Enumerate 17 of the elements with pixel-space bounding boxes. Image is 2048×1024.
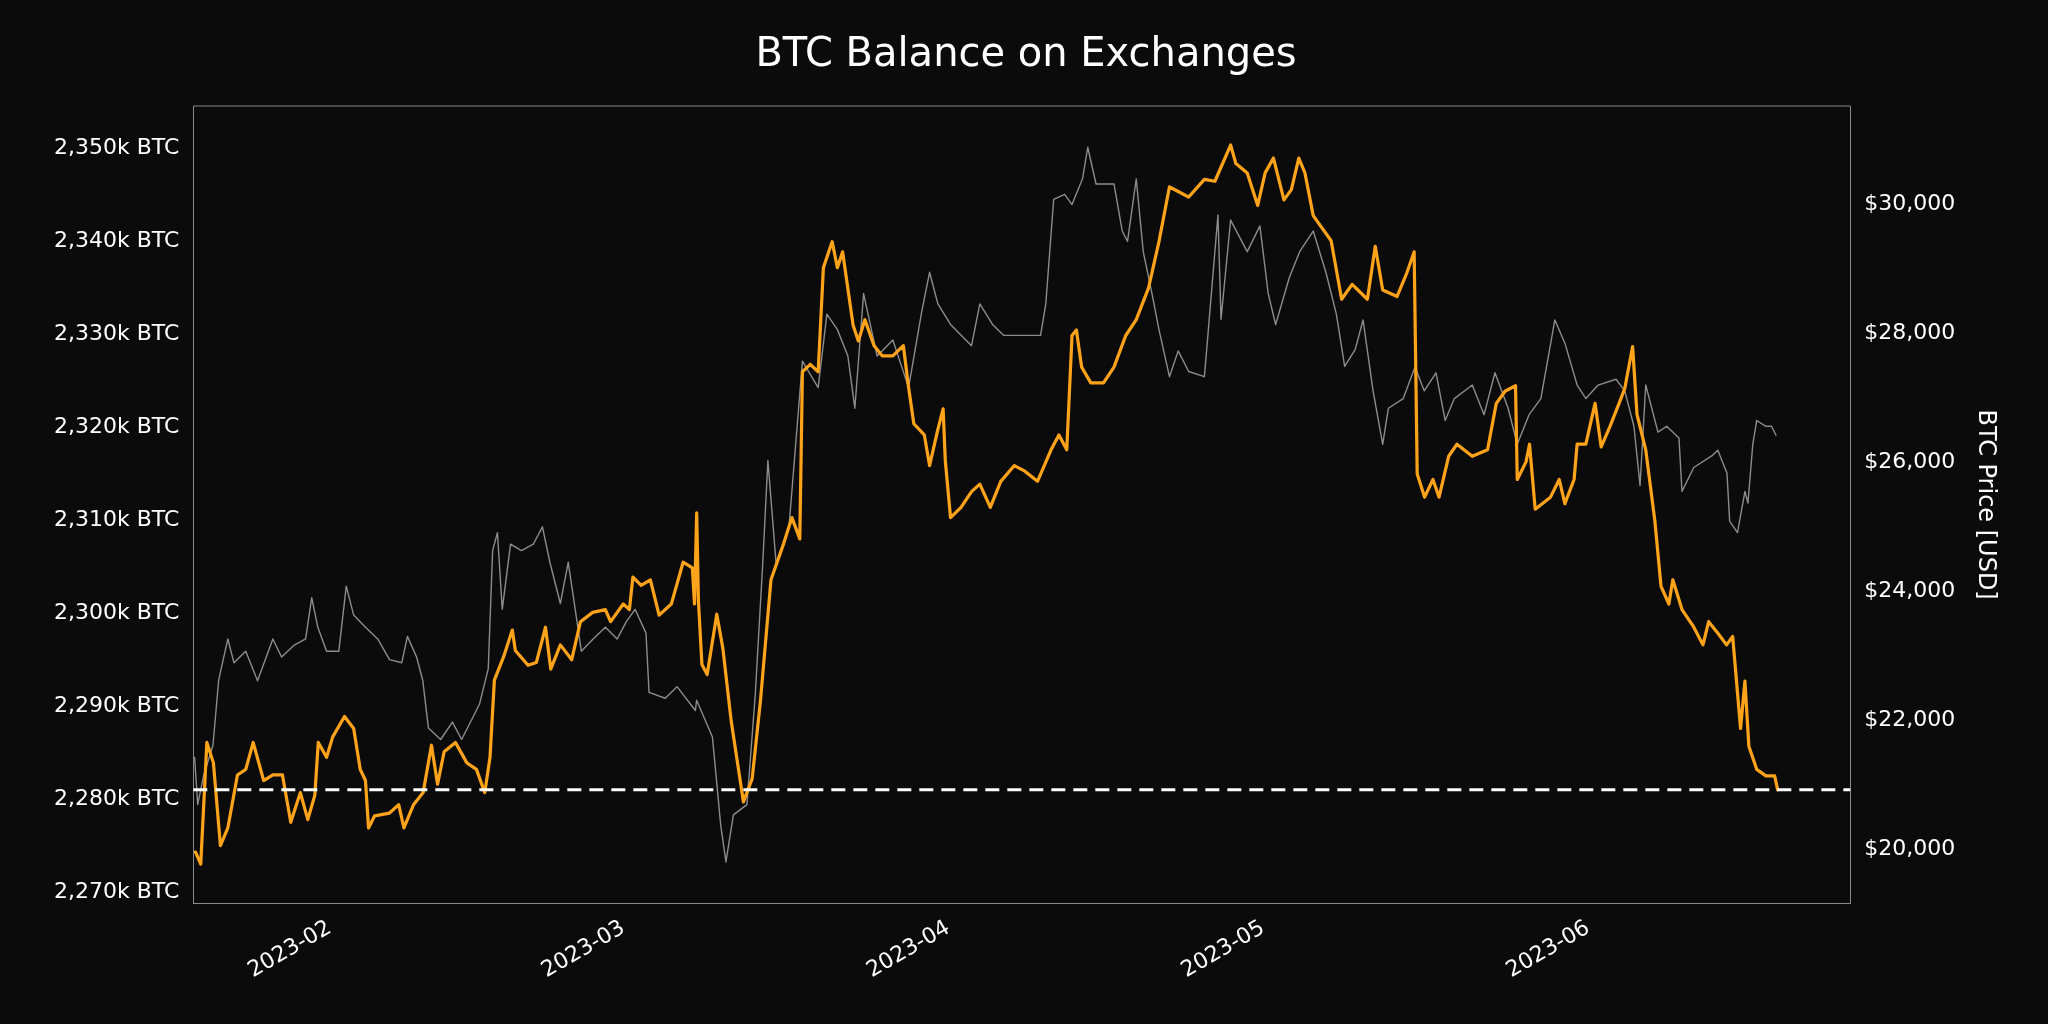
y2-tick-label: $24,000 bbox=[1864, 576, 1956, 602]
y2-tick-label: $22,000 bbox=[1864, 705, 1956, 731]
y-tick-label: 2,320k BTC bbox=[53, 413, 180, 439]
y-tick-label: 2,270k BTC bbox=[53, 877, 180, 903]
y-tick-label: 2,330k BTC bbox=[53, 320, 180, 346]
y-tick-label: 2,310k BTC bbox=[53, 506, 180, 532]
y2-tick-label: $26,000 bbox=[1864, 448, 1956, 474]
y2-tick-label: $20,000 bbox=[1864, 834, 1956, 860]
chart-title: BTC Balance on Exchanges bbox=[755, 29, 1297, 76]
y2-tick-label: $30,000 bbox=[1864, 190, 1956, 216]
y-tick-label: 2,280k BTC bbox=[53, 784, 180, 810]
y-tick-label: 2,350k BTC bbox=[53, 134, 180, 160]
y-tick-label: 2,290k BTC bbox=[53, 691, 180, 717]
y2-tick-label: $28,000 bbox=[1864, 319, 1956, 345]
y-tick-label: 2,300k BTC bbox=[53, 599, 180, 625]
y-tick-label: 2,340k BTC bbox=[53, 227, 180, 253]
y2-axis-title: BTC Price [USD] bbox=[1973, 409, 2002, 600]
